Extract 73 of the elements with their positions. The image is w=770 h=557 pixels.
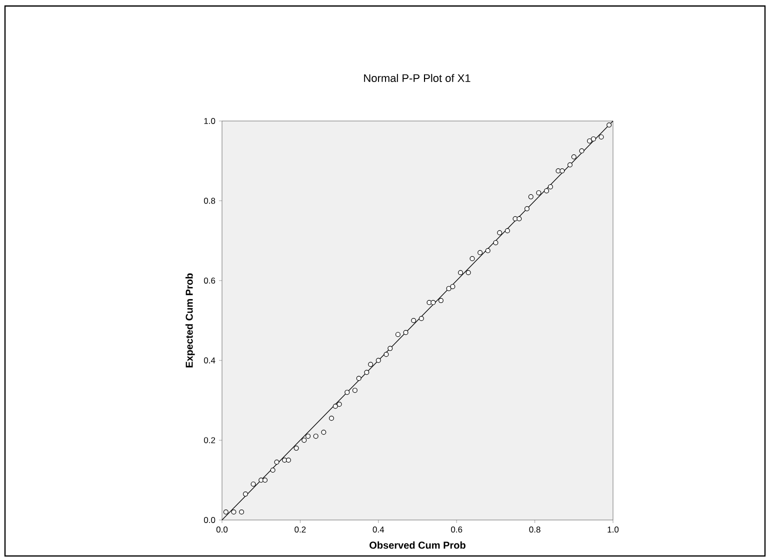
x-tick-label: 1.0: [608, 526, 619, 533]
point: [493, 240, 498, 246]
point: [332, 404, 338, 409]
point: [262, 478, 268, 483]
point: [458, 270, 464, 276]
point: [223, 510, 228, 515]
point: [418, 316, 424, 322]
x-tick-label: 0.2: [294, 526, 306, 533]
point: [430, 300, 436, 306]
point: [504, 228, 510, 234]
point: [403, 330, 408, 336]
point: [536, 190, 542, 196]
point: [336, 402, 342, 407]
point: [231, 510, 236, 515]
y-tick-label: 0.6: [204, 278, 216, 284]
point: [395, 332, 400, 338]
point: [384, 352, 389, 358]
point: [528, 194, 534, 200]
point: [450, 284, 456, 290]
x-tick-label: 0.8: [529, 526, 540, 533]
y-axis-title: Expected Cum Prob: [185, 274, 195, 368]
x-tick-label: 0.4: [372, 526, 384, 533]
chart-title: Normal P-P Plot of X1: [364, 74, 470, 82]
point: [286, 458, 291, 463]
point: [388, 346, 393, 352]
x-tick-label: 0.0: [216, 526, 228, 533]
point: [466, 270, 471, 276]
point: [356, 376, 362, 382]
point: [239, 510, 244, 515]
point: [282, 458, 288, 463]
y-tick-label: 0.4: [204, 358, 216, 364]
point: [497, 230, 502, 236]
point: [485, 248, 490, 254]
point: [270, 468, 276, 473]
point: [364, 370, 370, 376]
point: [524, 206, 530, 212]
point: [368, 362, 374, 368]
point: [250, 482, 256, 487]
point: [274, 460, 280, 465]
point: [470, 256, 475, 262]
point: [598, 134, 604, 140]
y-tick-label: 1.0: [204, 118, 216, 124]
point: [548, 184, 553, 190]
point: [438, 298, 444, 304]
point: [258, 478, 264, 483]
point: [606, 122, 612, 128]
point: [426, 300, 432, 306]
point: [587, 138, 592, 144]
point: [411, 318, 416, 324]
point: [328, 416, 334, 421]
point: [344, 390, 350, 396]
y-tick-label: 0.8: [204, 198, 216, 204]
point: [478, 250, 483, 256]
point: [242, 492, 248, 497]
point: [560, 168, 565, 174]
point: [302, 438, 307, 443]
point: [306, 434, 311, 439]
point: [571, 154, 576, 160]
point: [446, 286, 452, 292]
point: [590, 136, 596, 142]
x-axis-title: Observed Cum Prob: [370, 542, 466, 549]
y-tick-label: 0.2: [204, 437, 216, 444]
y-tick-label: 0.0: [204, 517, 216, 524]
point: [352, 388, 358, 394]
point: [516, 216, 522, 222]
point: [579, 148, 584, 154]
point: [313, 434, 318, 439]
point: [294, 446, 299, 451]
point: [321, 430, 326, 435]
x-tick-label: 0.6: [451, 526, 462, 533]
point: [567, 162, 572, 168]
point: [544, 188, 550, 194]
point: [376, 358, 381, 364]
